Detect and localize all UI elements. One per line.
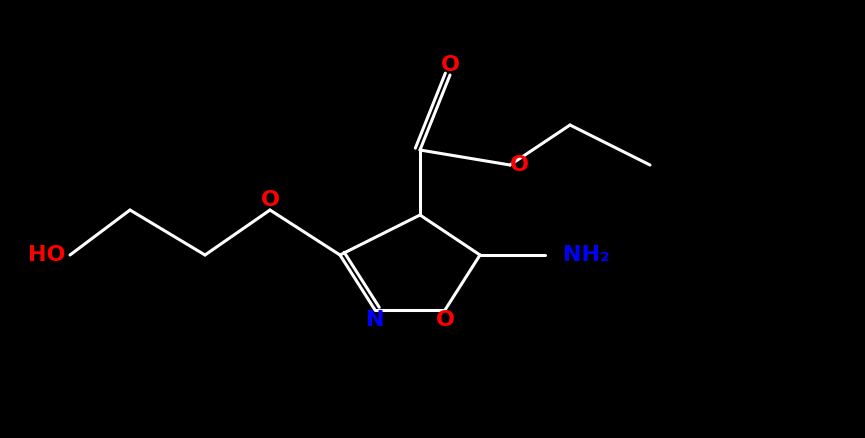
Text: O: O xyxy=(440,55,459,75)
Text: O: O xyxy=(435,310,454,330)
Text: O: O xyxy=(510,155,529,175)
Text: HO: HO xyxy=(28,245,65,265)
Text: NH₂: NH₂ xyxy=(563,245,610,265)
Text: O: O xyxy=(260,190,279,210)
Text: N: N xyxy=(366,310,384,330)
